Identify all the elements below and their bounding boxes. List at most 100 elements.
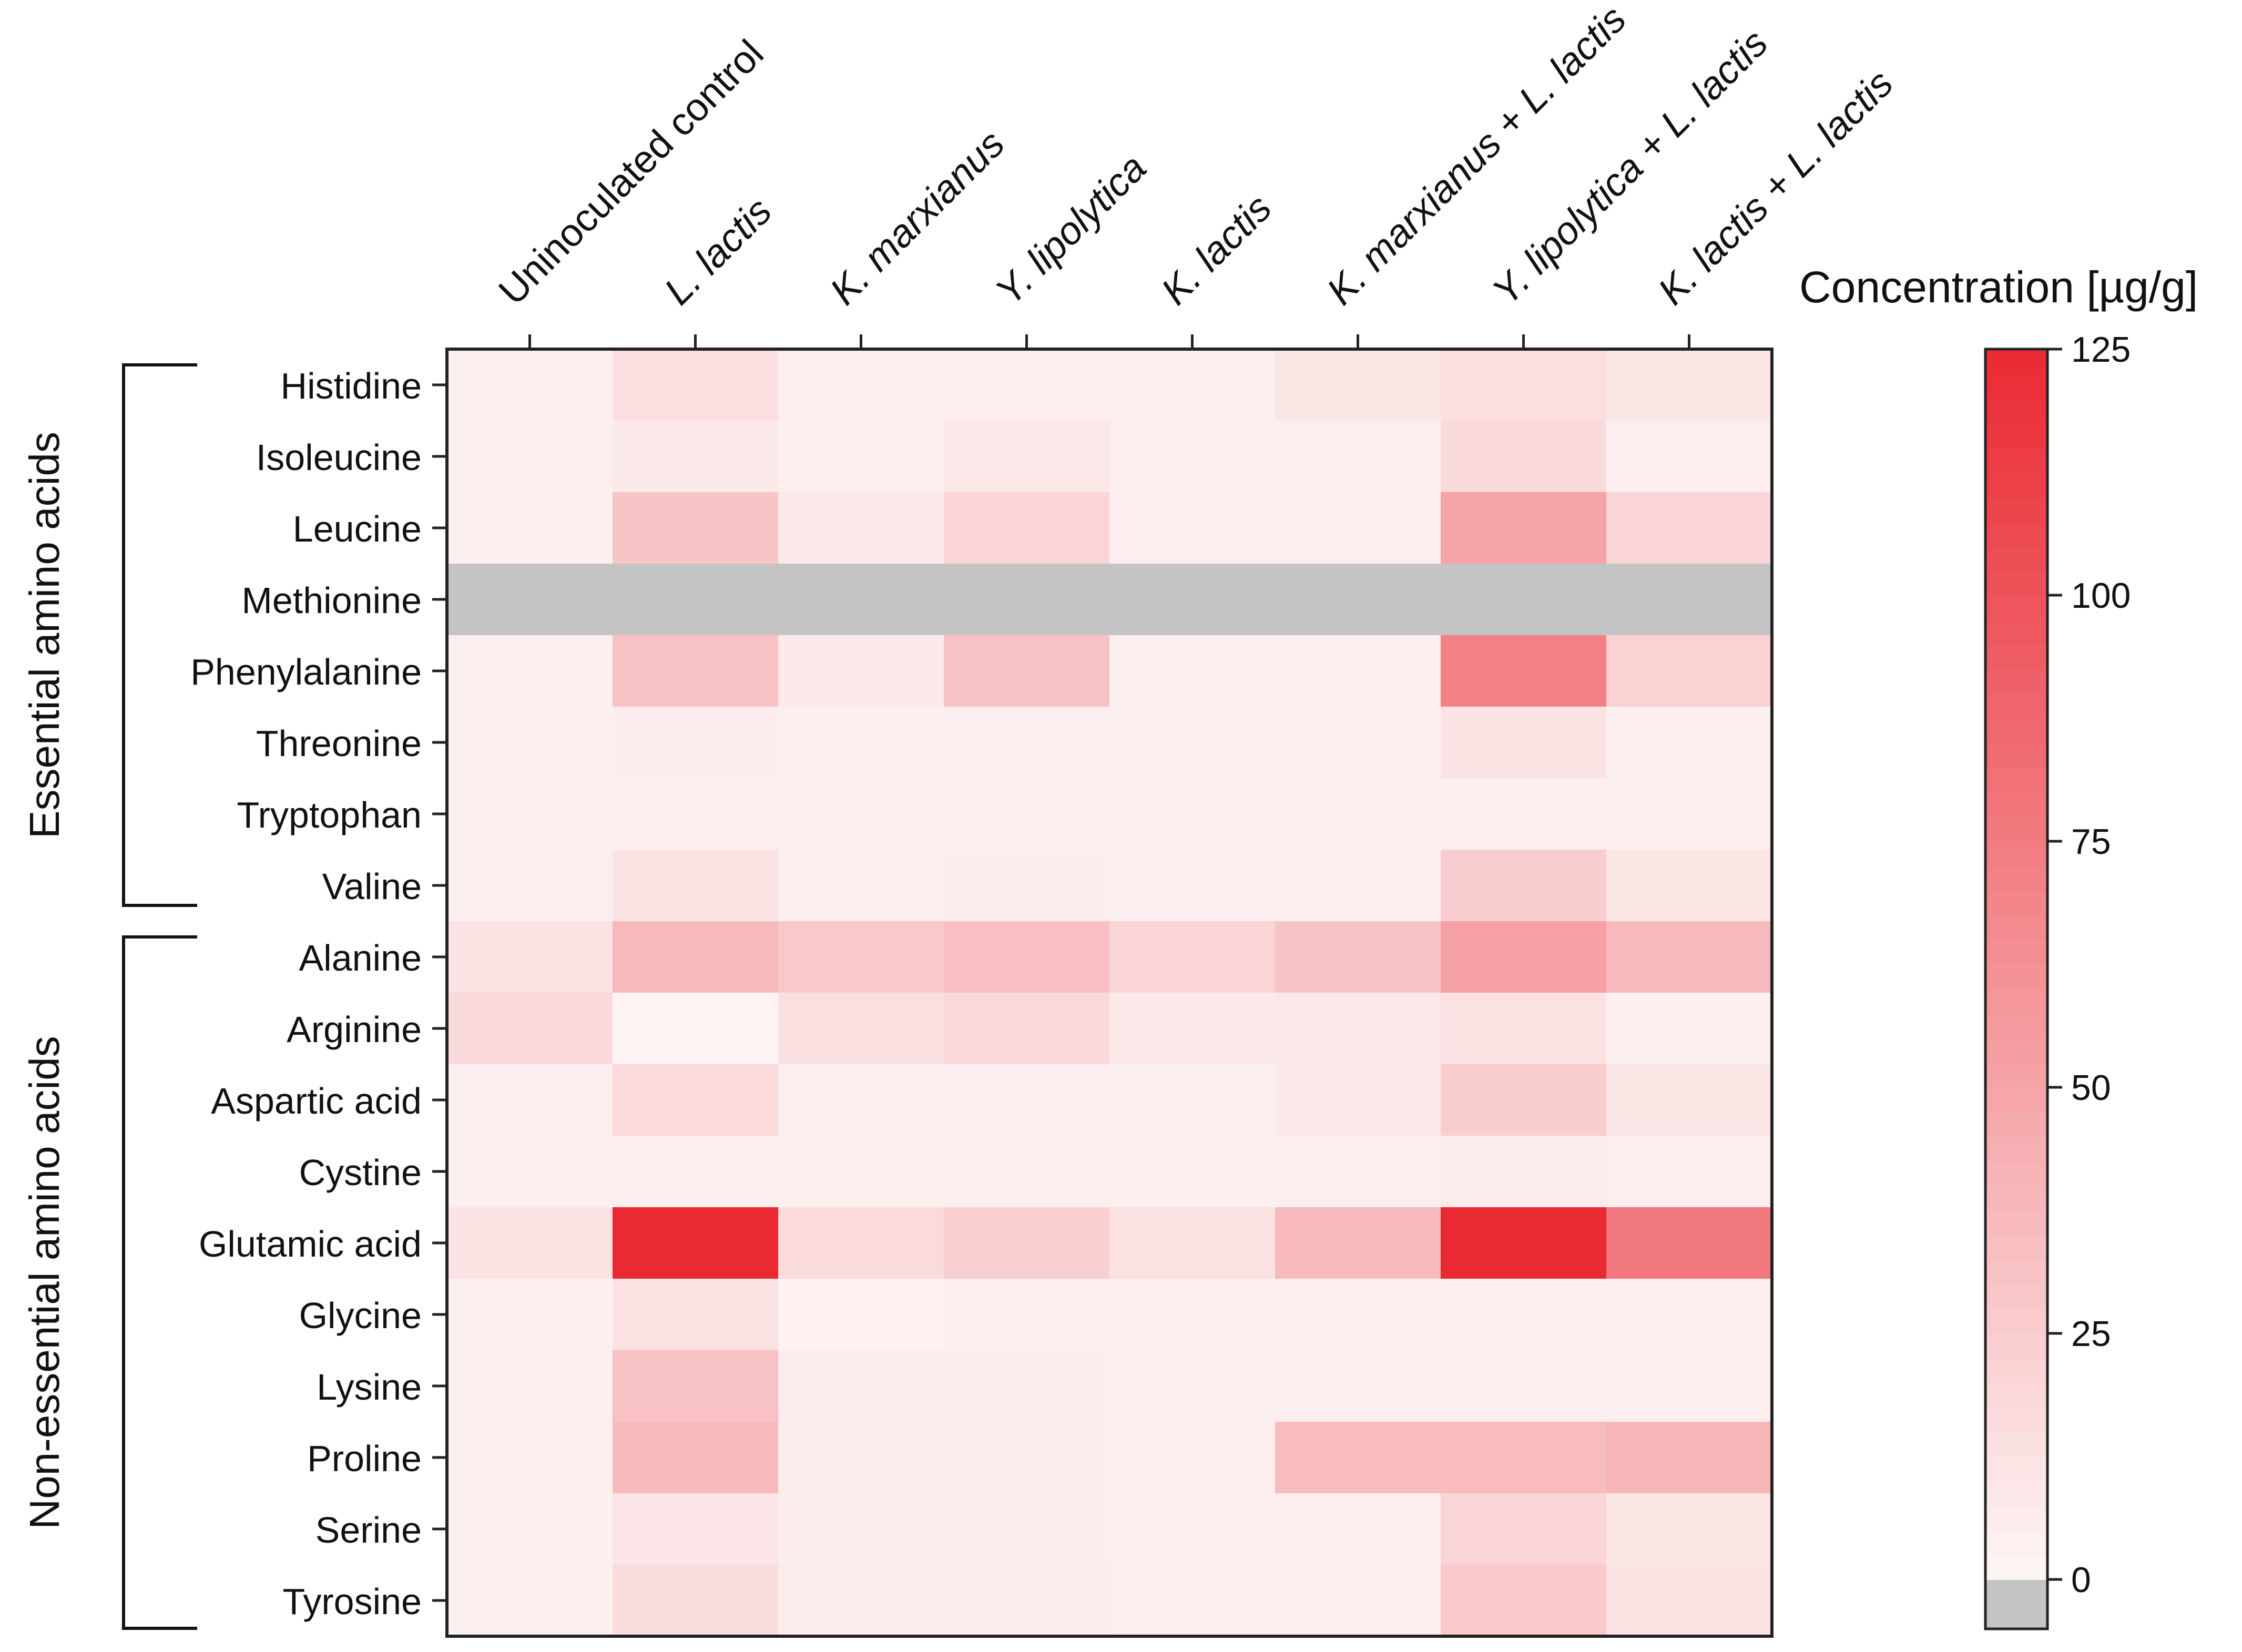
- y-tick-label: Lysine: [317, 1367, 422, 1408]
- heatmap-cell: [778, 778, 944, 850]
- heatmap-cell: [1275, 1207, 1441, 1279]
- heatmap-cell: [447, 1136, 613, 1208]
- heatmap-cell: [613, 778, 779, 850]
- heatmap-cell: [1275, 850, 1441, 922]
- group-bracket: [122, 935, 197, 1630]
- y-tick-label: Glutamic acid: [199, 1223, 422, 1265]
- colorbar-step: [1985, 1259, 2047, 1285]
- y-tick-label: Threonine: [256, 723, 422, 764]
- heatmap-cell: [1275, 1350, 1441, 1422]
- heatmap-cell: [1606, 1493, 1772, 1565]
- heatmap-cell: [944, 564, 1110, 636]
- heatmap-cell: [778, 850, 944, 922]
- heatmap-cell: [1275, 707, 1441, 779]
- heatmap-cell: [447, 492, 613, 564]
- y-axis: Histidine Isoleucine Leucine Methionine Phen…: [190, 365, 447, 1622]
- heatmap-cell: [1441, 1422, 1607, 1494]
- heatmap-cell: [944, 1064, 1110, 1136]
- heatmap-cell: [1109, 635, 1276, 707]
- y-tick-label: Serine: [315, 1510, 422, 1551]
- colorbar-step: [1985, 792, 2047, 818]
- x-tick-label: L. lactis: [656, 189, 780, 313]
- heatmap-cell: [778, 492, 944, 564]
- heatmap-cell: [1441, 564, 1607, 636]
- heatmap-cell: [447, 1279, 613, 1351]
- heatmap-cell: [944, 778, 1110, 850]
- heatmap-cell: [447, 1565, 613, 1637]
- heatmap-cell: [613, 1136, 779, 1208]
- colorbar-step: [1985, 1407, 2047, 1433]
- heatmap-cell: [778, 993, 944, 1065]
- heatmap-cell: [1275, 1565, 1441, 1637]
- y-tick-label: Arginine: [287, 1009, 422, 1050]
- colorbar-step: [1985, 1284, 2047, 1310]
- heatmap-cell: [1275, 635, 1441, 707]
- heatmap-cell: [613, 421, 779, 493]
- colorbar-step: [1985, 1432, 2047, 1457]
- heatmap-cell: [1109, 1350, 1276, 1422]
- heatmap-cell: [1441, 1279, 1607, 1351]
- colorbar-step: [1985, 1358, 2047, 1383]
- colorbar-tick-label: 25: [2071, 1314, 2111, 1354]
- heatmap-cell: [778, 564, 944, 636]
- heatmap-cell: [778, 1350, 944, 1422]
- heatmap-cell: [447, 850, 613, 922]
- heatmap-cell: [613, 850, 779, 922]
- colorbar-step: [1985, 423, 2047, 448]
- y-tick-label: Tyrosine: [282, 1581, 422, 1622]
- heatmap-cell: [1441, 1207, 1607, 1279]
- y-tick-label: Aspartic acid: [211, 1080, 422, 1121]
- heatmap-cell: [447, 1422, 613, 1494]
- heatmap-cell: [778, 635, 944, 707]
- heatmap-cell: [1441, 421, 1607, 493]
- heatmap-cell: [613, 921, 779, 993]
- heatmap-cell: [1441, 707, 1607, 779]
- colorbar-step: [1985, 1161, 2047, 1187]
- heatmap-cell: [1441, 349, 1607, 421]
- heatmap-cell: [944, 850, 1110, 922]
- heatmap-cell: [1109, 492, 1276, 564]
- colorbar-legend: Concentration [µg/g] 0 25 50 75 100 125: [1799, 262, 2198, 1630]
- heatmap-cell: [1441, 635, 1607, 707]
- colorbar-step: [1985, 865, 2047, 891]
- group-bracket: [122, 363, 197, 907]
- colorbar-step: [1985, 1063, 2047, 1088]
- heatmap-cell: [1275, 492, 1441, 564]
- heatmap-cell: [778, 421, 944, 493]
- heatmap-cell: [944, 1207, 1110, 1279]
- colorbar-step: [1985, 1382, 2047, 1408]
- heatmap-cell: [1606, 921, 1772, 993]
- colorbar-step: [1985, 940, 2047, 965]
- colorbar-step: [1985, 349, 2047, 374]
- heatmap-cell: [1109, 921, 1276, 993]
- heatmap-cell: [1109, 707, 1276, 779]
- group-label: Essential amino acids: [21, 432, 68, 839]
- colorbar-step: [1985, 496, 2047, 522]
- heatmap-cell: [778, 1565, 944, 1637]
- x-tick-label: Uninoculated control: [490, 32, 772, 313]
- heatmap-cell: [1275, 1279, 1441, 1351]
- heatmap-cell: [613, 993, 779, 1065]
- colorbar-step: [1985, 694, 2047, 719]
- colorbar-frame: [1984, 348, 2049, 1630]
- heatmap-cell: [1606, 1136, 1772, 1208]
- heatmap-cell: [1109, 993, 1276, 1065]
- heatmap-cell: [1275, 778, 1441, 850]
- colorbar-tick-label: 75: [2071, 822, 2111, 862]
- colorbar-step: [1985, 1555, 2047, 1580]
- heatmap-cell: [778, 349, 944, 421]
- colorbar-step: [1985, 1210, 2047, 1236]
- colorbar-step: [1985, 447, 2047, 473]
- colorbar-step: [1985, 472, 2047, 497]
- heatmap-cell: [1275, 921, 1441, 993]
- colorbar-step: [1985, 1309, 2047, 1334]
- colorbar-step: [1985, 718, 2047, 743]
- heatmap-cell: [944, 1279, 1110, 1351]
- colorbar-step: [1985, 1333, 2047, 1359]
- heatmap-cell: [1109, 349, 1276, 421]
- colorbar-step: [1985, 1013, 2047, 1039]
- heatmap-cell: [1441, 1350, 1607, 1422]
- x-tick-label: Y. lipolytica: [987, 146, 1155, 313]
- heatmap-cell: [778, 921, 944, 993]
- heatmap-cell: [1109, 421, 1276, 493]
